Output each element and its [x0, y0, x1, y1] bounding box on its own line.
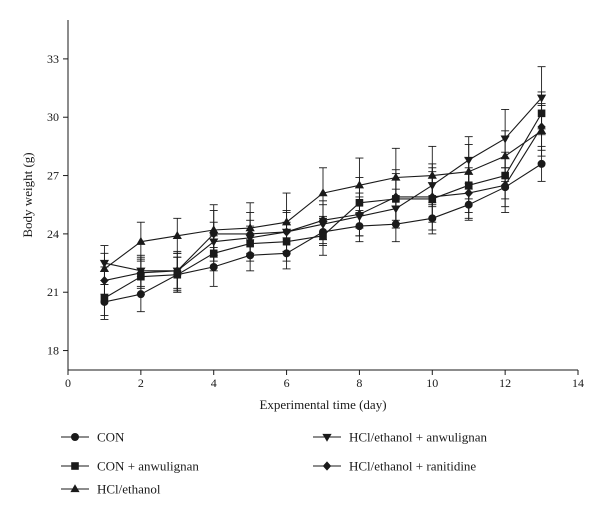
- plot-frame: [67, 20, 578, 371]
- data-point: [391, 192, 401, 202]
- legend: CON CON + anwulignan HCl/ethanol HCl/ethano…: [61, 430, 488, 497]
- legend-label: CON + anwulignan: [97, 459, 199, 474]
- legend-marker: [71, 462, 79, 470]
- y-tick-label: 24: [47, 227, 59, 241]
- data-point: [536, 94, 547, 103]
- data-point: [172, 231, 182, 239]
- x-axis-ticks: 0 2 4 6 8 10 12 14: [65, 370, 584, 390]
- legend-marker: [70, 484, 80, 493]
- legend-item: CON: [61, 430, 125, 445]
- legend-item: HCl/ethanol + ranitidine: [313, 459, 476, 474]
- y-tick-label: 27: [47, 169, 59, 183]
- x-tick-label: 14: [572, 376, 584, 390]
- data-point: [464, 156, 474, 165]
- y-axis-ticks: 18 21 24 27 30 33: [47, 52, 68, 358]
- data-point: [318, 188, 328, 197]
- data-point: [500, 135, 510, 144]
- data-point: [282, 227, 291, 237]
- data-point: [537, 159, 546, 168]
- y-axis-label: Body weight (g): [20, 152, 35, 237]
- legend-marker: [322, 433, 332, 442]
- x-tick-label: 12: [499, 376, 511, 390]
- y-tick-label: 33: [47, 52, 59, 66]
- data-point: [428, 192, 437, 202]
- series-layer: [99, 66, 547, 320]
- data-point: [500, 180, 510, 190]
- x-tick-label: 10: [426, 376, 438, 390]
- legend-label: HCl/ethanol + anwulignan: [349, 430, 488, 445]
- series-hcl-ethanol: [99, 105, 547, 285]
- x-tick-label: 2: [138, 376, 144, 390]
- data-point: [354, 180, 365, 189]
- y-tick-label: 21: [47, 285, 59, 299]
- x-axis-label: Experimental time (day): [259, 397, 386, 412]
- legend-label: CON: [97, 430, 125, 445]
- legend-item: CON + anwulignan: [61, 459, 199, 474]
- x-tick-label: 0: [65, 376, 71, 390]
- legend-item: HCl/ethanol: [61, 482, 161, 497]
- data-point: [99, 259, 110, 268]
- data-point: [355, 209, 364, 220]
- legend-item: HCl/ethanol + anwulignan: [313, 430, 488, 445]
- y-tick-label: 18: [47, 344, 59, 358]
- data-point: [173, 266, 182, 276]
- legend-marker: [71, 433, 79, 441]
- data-point: [136, 236, 146, 245]
- data-point: [100, 275, 109, 286]
- series-hcl-ethanol-ranitidine: [100, 103, 546, 295]
- data-point: [100, 294, 109, 302]
- legend-label: HCl/ethanol: [97, 482, 161, 497]
- data-point: [245, 229, 255, 239]
- y-tick-label: 30: [47, 110, 59, 124]
- data-point: [464, 188, 473, 198]
- x-tick-label: 6: [284, 376, 290, 390]
- data-point: [318, 215, 328, 225]
- data-point: [537, 122, 546, 132]
- data-point: [136, 268, 146, 278]
- data-point: [209, 229, 218, 239]
- legend-marker: [322, 461, 332, 471]
- x-tick-label: 4: [211, 376, 217, 390]
- x-tick-label: 8: [356, 376, 362, 390]
- legend-label: HCl/ethanol + ranitidine: [349, 459, 476, 474]
